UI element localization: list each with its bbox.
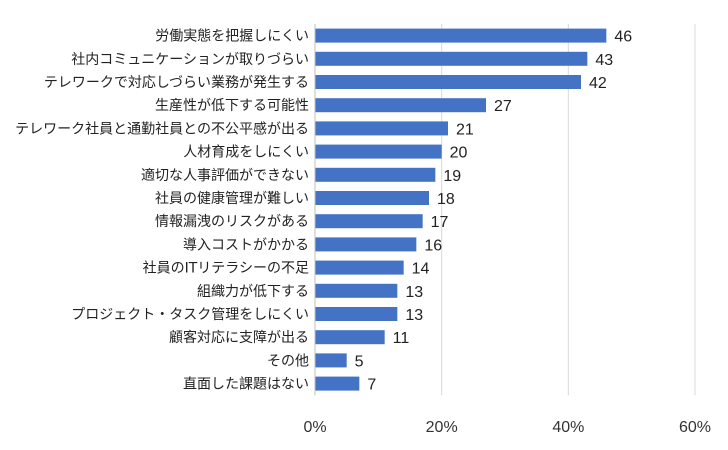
value-label: 16 (424, 237, 442, 254)
value-label: 7 (367, 377, 376, 394)
category-label: 社内コミュニケーションが取りづらい (71, 52, 309, 68)
category-label: 組織力が低下する (197, 284, 309, 300)
x-tick-label: 60% (679, 419, 711, 436)
bar (315, 353, 347, 368)
category-label: 導入コストがかかる (183, 237, 309, 253)
bar (315, 283, 398, 298)
bar (315, 167, 436, 182)
bar (315, 121, 448, 136)
category-label: 社員のITリテラシーの不足 (143, 261, 309, 277)
bar (315, 144, 442, 159)
category-label: テレワークで対応しづらい業務が発生する (44, 75, 309, 91)
bar (315, 214, 423, 229)
value-label: 14 (412, 261, 430, 278)
bar (315, 307, 398, 321)
category-label: 適切な人事評価ができない (141, 167, 309, 184)
value-label: 42 (589, 75, 607, 92)
value-label: 46 (614, 29, 632, 46)
category-label: 社員の健康管理が難しい (155, 190, 309, 207)
value-label: 27 (494, 98, 512, 115)
x-tick-label: 20% (426, 419, 458, 436)
category-labels: 労働実態を把握しにくい社内コミュニケーションが取りづらいテレワークで対応しづらい… (15, 29, 309, 393)
category-label: 労働実態を把握しにくい (155, 29, 309, 45)
bars (315, 28, 607, 391)
value-label: 43 (595, 52, 613, 69)
value-label: 17 (431, 214, 449, 231)
category-label: 生産性が低下する可能性 (155, 98, 309, 114)
bar (315, 98, 486, 113)
value-label: 13 (405, 284, 423, 301)
bar (315, 191, 429, 205)
category-label: その他 (267, 353, 309, 369)
category-label: 情報漏洩のリスクがある (155, 214, 309, 230)
x-tick-label: 0% (303, 419, 326, 436)
category-label: テレワーク社員と通勤社員との不公平感が出る (15, 120, 309, 137)
category-label: プロジェクト・タスク管理をしにくい (71, 307, 309, 323)
value-label: 20 (450, 145, 468, 162)
value-label: 18 (437, 191, 455, 208)
x-tick-labels: 0% 20% 40% 60% (303, 419, 711, 436)
value-label: 13 (405, 307, 423, 324)
bar (315, 28, 607, 43)
bar (315, 330, 385, 345)
value-label: 19 (443, 168, 461, 185)
bar (315, 376, 360, 391)
bar (315, 75, 581, 89)
x-tick-label: 40% (552, 419, 584, 436)
value-label: 21 (456, 121, 474, 138)
value-label: 5 (355, 353, 364, 370)
category-label: 直面した課題はない (183, 376, 309, 393)
bar (315, 51, 588, 66)
value-label: 11 (393, 330, 410, 347)
category-label: 人材育成をしにくい (183, 145, 309, 161)
bar (315, 237, 417, 252)
bar (315, 260, 404, 275)
category-label: 顧客対応に支障が出る (169, 329, 309, 346)
